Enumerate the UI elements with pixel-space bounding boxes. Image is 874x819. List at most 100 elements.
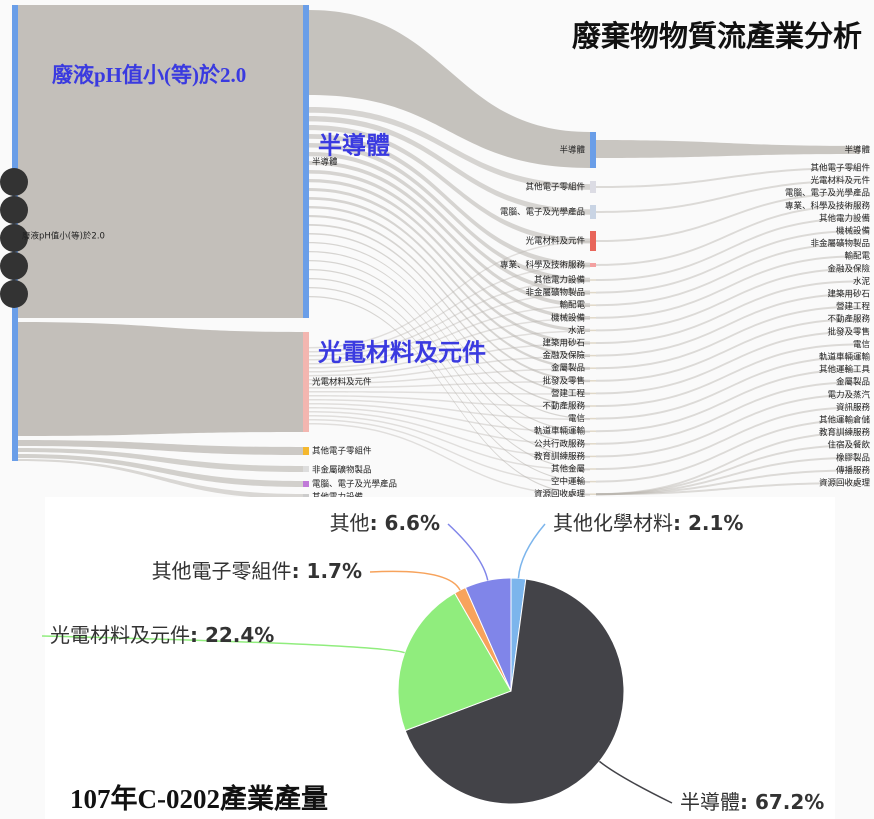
flow (309, 197, 590, 357)
node-label: 非金屬礦物製品 (525, 287, 585, 298)
flow (18, 440, 303, 455)
data-label: 其他化學材料: 2.1% (553, 511, 743, 535)
node-label: 光電材料及元件 (810, 175, 870, 186)
node (590, 342, 596, 344)
node-label: 其他電子零組件 (312, 446, 372, 457)
flow (309, 368, 590, 385)
flow (596, 381, 860, 445)
flow (596, 217, 860, 281)
side-button[interactable] (0, 252, 28, 280)
flow (596, 406, 860, 470)
node-label: 資源回收處理 (819, 478, 871, 489)
data-label: 半導體: 67.2% (680, 790, 824, 814)
node (590, 263, 596, 267)
side-button[interactable] (0, 168, 28, 196)
node-label: 半導體 (559, 145, 585, 156)
flow (596, 140, 860, 158)
node-label: 建築用砂石 (542, 338, 585, 349)
flow (309, 280, 590, 357)
node-label: 不動產服務 (542, 401, 585, 412)
flow (309, 391, 590, 395)
flow (596, 179, 860, 213)
node-label: 其他電力設備 (819, 213, 871, 224)
node-label: 輸配電 (844, 251, 870, 262)
node-label: 水泥 (568, 325, 586, 336)
node-label: 教育訓練服務 (534, 451, 586, 462)
flow (18, 322, 303, 436)
node (590, 279, 596, 281)
flow (309, 10, 590, 168)
node-label: 建築用砂石 (827, 289, 870, 300)
flow (596, 192, 860, 242)
node-label: 其他金屬 (551, 464, 585, 475)
flow (309, 407, 590, 446)
node-label: 金屬製品 (551, 363, 585, 374)
node-label: 資源回收處理 (534, 489, 586, 500)
node-label: 教育訓練服務 (819, 427, 871, 438)
flow (18, 448, 303, 472)
flow (309, 224, 590, 395)
node-label: 公共行政服務 (534, 438, 586, 449)
flow (309, 188, 590, 345)
flow (596, 393, 860, 458)
node-label: 空中運輸 (551, 476, 586, 487)
flow (309, 399, 590, 421)
node-label: 橡膠製品 (836, 452, 870, 463)
node-label: 電力及蒸汽 (827, 389, 870, 400)
node (303, 447, 309, 455)
flow (309, 278, 590, 470)
node-label: 專業、科學及技術服務 (500, 260, 586, 271)
label-name: 半導體 (680, 790, 740, 814)
node-label: 軌道車輛運輸 (819, 352, 871, 363)
node-label: 機械設備 (551, 312, 586, 323)
node-label: 電信 (568, 413, 586, 424)
node-label: 水泥 (853, 276, 871, 287)
node-label: 半導體 (844, 145, 870, 156)
node (590, 468, 596, 470)
node-label: 住宿及餐飲 (827, 440, 870, 451)
connector (369, 570, 461, 591)
connector (447, 523, 489, 581)
flow (309, 125, 590, 244)
connector (517, 523, 546, 579)
node-label: 非金屬礦物製品 (312, 465, 372, 476)
side-button[interactable] (0, 196, 28, 224)
label-value: : 6.6% (370, 511, 440, 535)
flow (596, 280, 860, 344)
node (590, 417, 596, 420)
side-button[interactable] (0, 224, 28, 252)
flow (596, 318, 860, 382)
label-name: 其他 (330, 511, 370, 535)
flow (596, 305, 860, 370)
flow (309, 296, 590, 495)
node-label: 機械設備 (836, 226, 871, 237)
label-value: : 67.2% (740, 790, 824, 814)
node (590, 367, 596, 369)
flow (309, 116, 590, 215)
flow (309, 330, 590, 373)
node-label: 營建工程 (836, 301, 871, 312)
side-button[interactable] (0, 280, 28, 308)
node-label: 電腦、電子及光學產品 (312, 479, 397, 490)
label-name: 光電材料及元件 (50, 623, 190, 647)
flow (309, 269, 590, 457)
node-label: 資訊服務 (836, 402, 871, 413)
flow (309, 395, 590, 408)
node-label: 其他電子零組件 (810, 163, 870, 174)
highlight-label: 光電材料及元件 (317, 340, 486, 367)
flow (596, 293, 860, 357)
side-buttons (0, 168, 28, 308)
pie-slice (397, 592, 512, 732)
node-label: 金融及保險 (827, 263, 870, 274)
page-title: 廢棄物物質流產業分析 (572, 19, 862, 53)
flow (309, 107, 590, 190)
flow (596, 431, 860, 496)
flow (18, 454, 303, 487)
label-value: : 1.7% (292, 559, 362, 583)
flow (309, 152, 590, 295)
node-label: 電腦、電子及光學產品 (785, 188, 870, 199)
node (590, 354, 596, 357)
node (590, 380, 596, 382)
flow (309, 179, 590, 333)
